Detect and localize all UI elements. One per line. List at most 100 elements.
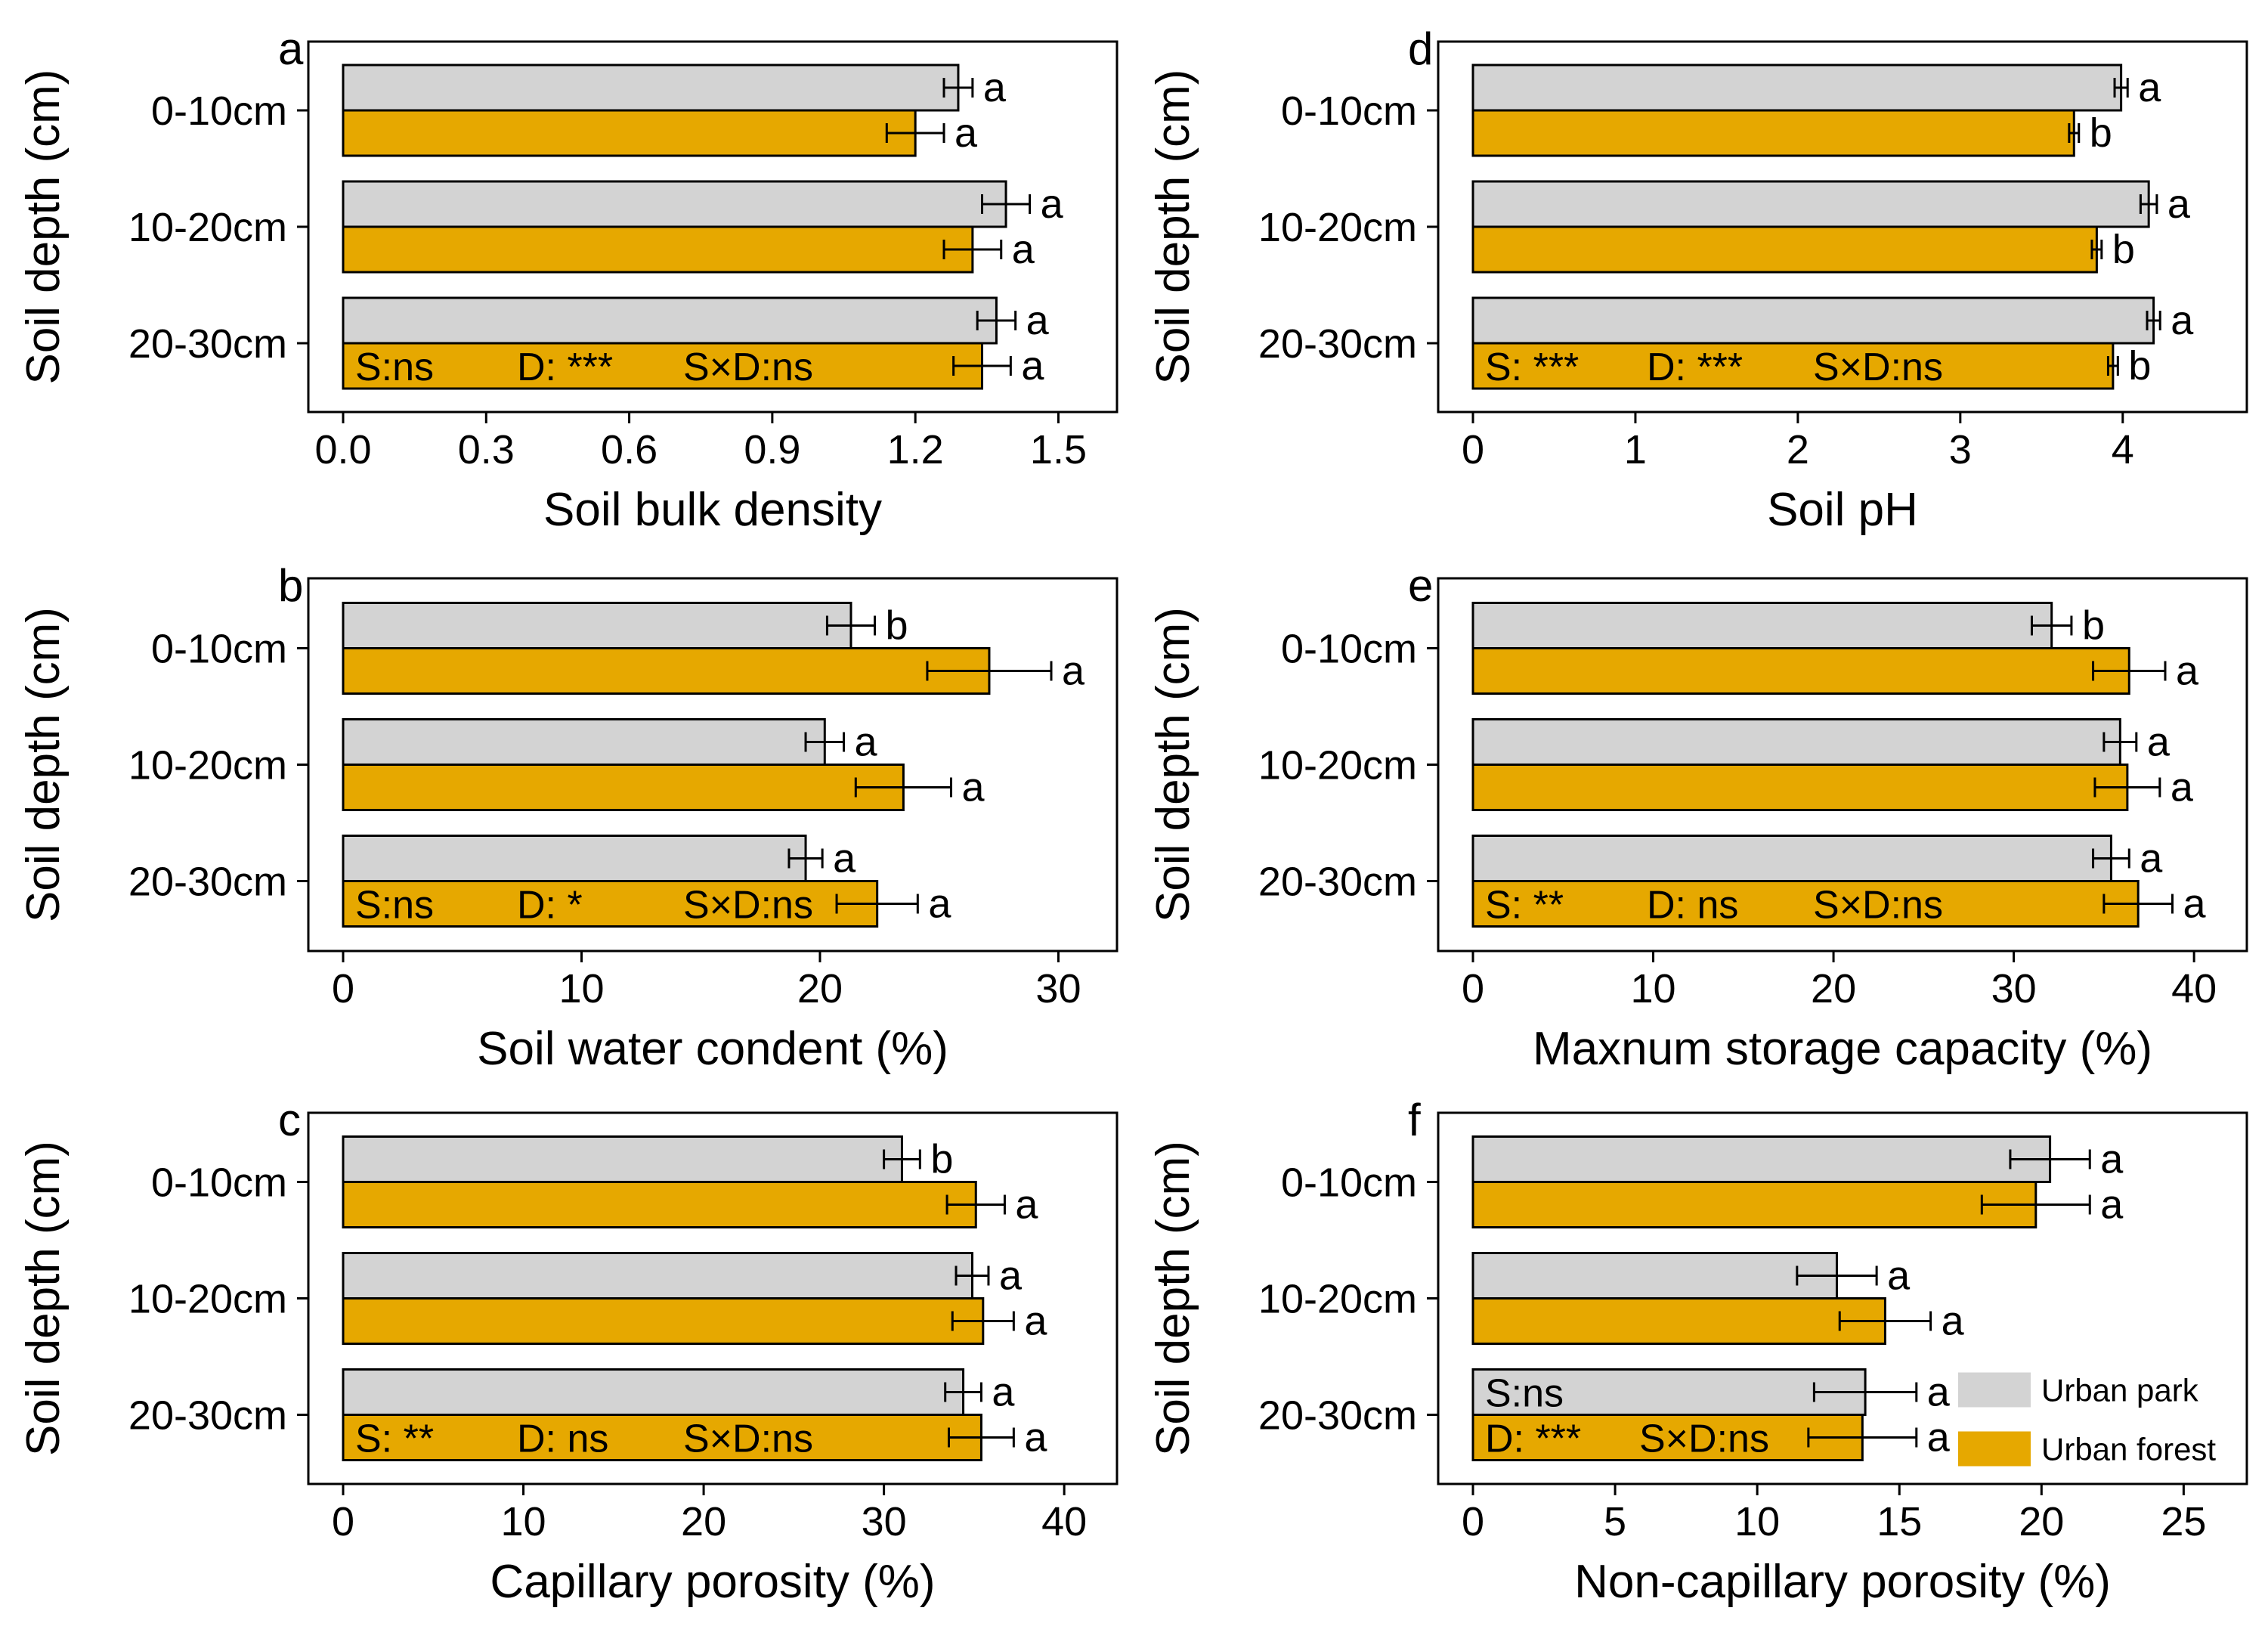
x-tick-label: 1	[1624, 427, 1647, 472]
significance-letter: a	[955, 110, 978, 156]
significance-letter: a	[999, 1253, 1023, 1299]
stat-annotation: S:ns	[355, 884, 434, 928]
x-axis-title: Non-capillary porosity (%)	[1574, 1556, 2111, 1608]
x-tick-label: 10	[1630, 966, 1675, 1011]
x-tick-label: 4	[2112, 427, 2134, 472]
y-axis-title: Soil depth (cm)	[1147, 1141, 1199, 1456]
stat-annotation: D: ***	[1647, 345, 1743, 389]
stat-annotation: S×D:ns	[1813, 884, 1943, 928]
x-tick-label: 0	[1462, 966, 1484, 1011]
significance-letter: a	[961, 765, 985, 810]
legend: Urban park Urban forest	[1958, 1372, 2216, 1467]
y-tick-label: 20-30cm	[1258, 860, 1417, 905]
significance-letter: b	[2112, 227, 2135, 272]
significance-letter: a	[1024, 1415, 1047, 1461]
significance-letter: b	[2128, 343, 2151, 389]
significance-letter: b	[2090, 110, 2112, 156]
x-tick-label: 2	[1787, 427, 1809, 472]
significance-letter: a	[2171, 298, 2194, 343]
bar-urban-forest	[1471, 1297, 1886, 1345]
bar-urban-forest	[342, 1297, 985, 1345]
bar-urban-park	[1471, 718, 2121, 766]
y-tick-label: 20-30cm	[128, 1393, 287, 1439]
bar-urban-park	[1471, 296, 2155, 345]
significance-letter: a	[2147, 720, 2171, 765]
panel-a: a 0.0 0.3 0.6 0.9 1.2 1.5 Soil bulk density Soil…	[17, 23, 1119, 536]
x-tick-label: 30	[862, 1499, 907, 1544]
x-tick-label: 10	[500, 1499, 546, 1544]
significance-letter: a	[983, 65, 1007, 110]
bar-urban-forest	[1471, 880, 2140, 928]
x-tick-label: 20	[681, 1499, 726, 1544]
stat-annotation: S×D:ns	[1813, 345, 1943, 389]
y-tick-label: 20-30cm	[128, 321, 287, 367]
y-tick-label: 10-20cm	[128, 205, 287, 250]
panel-letter: f	[1408, 1095, 1421, 1145]
stat-annotation: S:ns	[1485, 1372, 1564, 1416]
x-tick-label: 40	[1041, 1499, 1087, 1544]
x-tick-label: 0.6	[601, 427, 658, 472]
significance-letter: a	[928, 881, 951, 927]
stat-annotation: S×D:ns	[683, 1417, 813, 1461]
x-axis: 0 10 20 30 40	[332, 1484, 1087, 1544]
panel-letter: b	[278, 560, 303, 611]
y-axis-title: Soil depth (cm)	[17, 607, 70, 922]
x-tick-label: 30	[1991, 966, 2037, 1011]
panel-c: c 0 10 20 30 40 Capillary porosity (%) Soil dep…	[17, 1095, 1119, 1608]
y-tick-label: 20-30cm	[128, 860, 287, 905]
significance-letter: a	[2176, 649, 2199, 694]
x-axis-title: Maxnum storage capacity (%)	[1533, 1023, 2152, 1075]
y-tick-label: 20-30cm	[1258, 1393, 1417, 1439]
y-tick-label: 0-10cm	[151, 88, 287, 134]
bar-urban-park	[342, 64, 960, 112]
bar-urban-park	[1471, 1252, 1838, 1300]
bar-urban-forest	[342, 225, 974, 274]
y-axis-title: Soil depth (cm)	[1147, 70, 1199, 385]
significance-letter: a	[833, 836, 856, 881]
x-axis-title: Soil bulk density	[543, 484, 882, 536]
y-axis-title: Soil depth (cm)	[17, 70, 70, 385]
x-tick-label: 0	[1462, 1499, 1484, 1544]
bar-urban-forest	[342, 764, 905, 811]
bar-urban-forest	[342, 1181, 977, 1228]
y-tick-label: 10-20cm	[1258, 1277, 1417, 1322]
x-axis: 0.0 0.3 0.6 0.9 1.2 1.5	[314, 412, 1087, 472]
significance-letter: a	[1041, 181, 1064, 227]
x-tick-label: 1.2	[887, 427, 944, 472]
stat-annotation: D: ***	[517, 345, 613, 389]
significance-letter: a	[1015, 1182, 1038, 1228]
legend-label: Urban forest	[2041, 1432, 2216, 1467]
panel-letter: a	[278, 23, 304, 74]
significance-letter: a	[1927, 1415, 1951, 1461]
y-tick-label: 10-20cm	[1258, 743, 1417, 788]
bar-urban-forest	[342, 1414, 982, 1461]
x-tick-label: 20	[1811, 966, 1856, 1011]
legend-swatch	[1958, 1431, 2031, 1467]
x-axis-title: Soil water condent (%)	[477, 1023, 948, 1075]
legend-swatch	[1958, 1372, 2031, 1408]
bar-urban-park	[1471, 835, 2112, 882]
significance-letter: a	[2171, 765, 2194, 810]
significance-letter: b	[2082, 603, 2105, 649]
significance-letter: a	[2100, 1182, 2124, 1228]
significance-letter: a	[2140, 836, 2163, 881]
stat-annotation: S×D:ns	[683, 345, 813, 389]
bar-urban-park	[1471, 64, 2123, 112]
significance-letter: a	[1887, 1253, 1911, 1299]
x-axis-title: Soil pH	[1767, 484, 1918, 536]
bar-urban-forest	[1471, 764, 2129, 811]
bar-urban-park	[342, 1135, 903, 1183]
y-tick-label: 10-20cm	[128, 743, 287, 788]
bar-urban-forest	[342, 109, 917, 157]
legend-label: Urban park	[2041, 1373, 2199, 1408]
panel-f: f 0 5 10 15 20 25 Non-capillary porosity (%) Soi…	[1147, 1095, 2248, 1608]
bar-urban-forest	[342, 647, 991, 695]
bar-urban-forest	[1471, 1181, 2037, 1228]
x-tick-label: 20	[2019, 1499, 2064, 1544]
significance-letter: a	[2138, 65, 2161, 110]
bar-urban-forest	[1471, 1414, 1864, 1461]
significance-letter: b	[930, 1137, 953, 1182]
bar-urban-forest	[1471, 109, 2075, 157]
